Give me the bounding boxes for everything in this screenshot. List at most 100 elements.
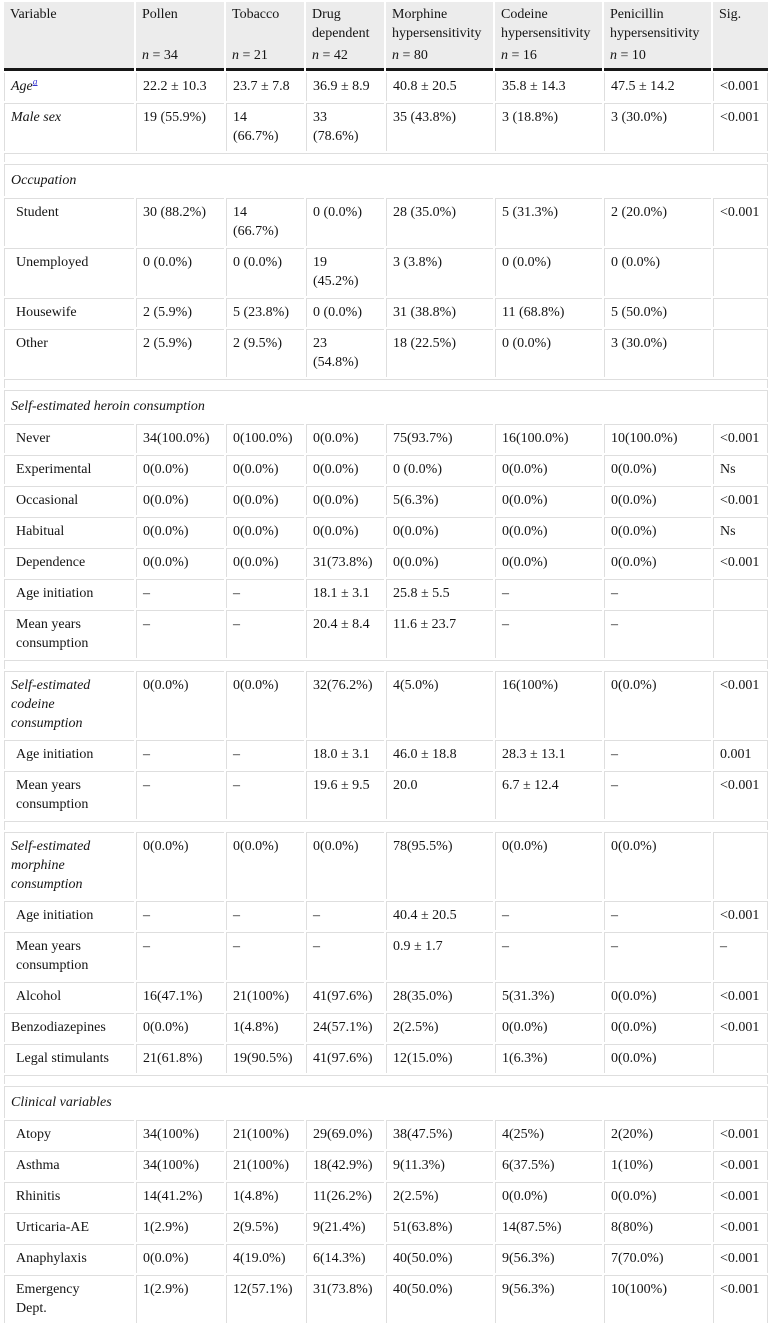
value-cell: 0 (0.0%) <box>386 455 493 484</box>
value-cell: 0 (0.0%) <box>136 248 224 296</box>
table-row: Other 2 (5.9%) 2 (9.5%) 23 (54.8%) 18 (22.5%… <box>4 329 769 377</box>
section-spacer <box>4 660 769 669</box>
table-row: Age initiation – – –40.4 ± 20.5– – <0.001 <box>4 901 769 930</box>
value-cell: – <box>136 579 224 608</box>
column-title: Tobacco <box>232 7 280 22</box>
section-spacer <box>4 1075 769 1084</box>
value-cell: 0 (0.0%) <box>495 329 602 377</box>
value-cell: – <box>226 610 304 658</box>
value-cell: 0(0.0%) <box>604 982 711 1011</box>
row-label: Age initiation <box>4 901 134 930</box>
spacer-row <box>4 379 769 388</box>
value-cell: 12(15.0%) <box>386 1044 493 1073</box>
table-row: Emergency Dept. 1(2.9%) 12(57.1%) 31(73.8%)… <box>4 1275 769 1323</box>
value-cell: 0(0.0%) <box>226 517 304 546</box>
value-cell: – <box>604 771 711 819</box>
sample-size: n = 10 <box>610 48 646 63</box>
table-row: Anaphylaxis 0(0.0%) 4(19.0%) 6(14.3%) 40(50.… <box>4 1244 769 1273</box>
sig-cell <box>713 329 769 377</box>
value-cell: 9(21.4%) <box>306 1213 384 1242</box>
table-row: Self-estimated morphine consumption 0(0.0… <box>4 832 769 899</box>
value-cell: 34(100%) <box>136 1120 224 1149</box>
table-row: Male sex 19 (55.9%) 14 (66.7%) 33 (78.6%) 35… <box>4 103 769 151</box>
column-title: Drug dependent <box>312 7 370 41</box>
value-cell: 0(0.0%) <box>226 486 304 515</box>
section-spacer <box>4 821 769 830</box>
table-row: Mean years consumption – – –0.9 ± 1.7– – – <box>4 932 769 980</box>
footnote-marker: a <box>32 77 38 88</box>
value-cell: 14(41.2%) <box>136 1182 224 1211</box>
value-cell: 0.9 ± 1.7 <box>386 932 493 980</box>
value-cell: 0(0.0%) <box>495 1182 602 1211</box>
sig-cell: <0.001 <box>713 1120 769 1149</box>
row-label: Rhinitis <box>4 1182 134 1211</box>
footnote-a-link[interactable]: a <box>32 77 38 88</box>
table-row: Mean years consumption – –19.6 ± 9.5 20.0 6.… <box>4 771 769 819</box>
value-cell: 21(61.8%) <box>136 1044 224 1073</box>
value-cell: 0(0.0%) <box>136 1013 224 1042</box>
column-header: Drug dependent n = 42 <box>306 2 384 71</box>
value-cell: 1(10%) <box>604 1151 711 1180</box>
value-cell: 0(0.0%) <box>495 548 602 577</box>
value-cell: 8(80%) <box>604 1213 711 1242</box>
value-cell: 28(35.0%) <box>386 982 493 1011</box>
value-cell: 0(0.0%) <box>306 486 384 515</box>
value-cell: 20.4 ± 8.4 <box>306 610 384 658</box>
value-cell: 1(2.9%) <box>136 1213 224 1242</box>
value-cell: 2(2.5%) <box>386 1182 493 1211</box>
sig-cell: <0.001 <box>713 1151 769 1180</box>
sig-cell: <0.001 <box>713 671 769 738</box>
value-cell: 1(6.3%) <box>495 1044 602 1073</box>
value-cell: – <box>136 610 224 658</box>
value-cell: 9(56.3%) <box>495 1244 602 1273</box>
column-title: Morphine hypersensitivity <box>392 7 482 41</box>
value-cell: – <box>226 771 304 819</box>
value-cell: 0(0.0%) <box>136 832 224 899</box>
sig-cell: <0.001 <box>713 198 769 246</box>
value-cell: 34(100.0%) <box>136 424 224 453</box>
value-cell: 0(0.0%) <box>226 671 304 738</box>
value-cell: 7(70.0%) <box>604 1244 711 1273</box>
table-row: Atopy 34(100%) 21(100%) 29(69.0%) 38(47.5%) 4… <box>4 1120 769 1149</box>
row-label: Alcohol <box>4 982 134 1011</box>
value-cell: – <box>306 932 384 980</box>
value-cell: 0(0.0%) <box>495 486 602 515</box>
value-cell: – <box>495 610 602 658</box>
sig-cell: <0.001 <box>713 1013 769 1042</box>
section-title: Clinical variables <box>4 1086 769 1118</box>
row-label: Urticaria-AE <box>4 1213 134 1242</box>
value-cell: 0(0.0%) <box>136 671 224 738</box>
value-cell: 3 (3.8%) <box>386 248 493 296</box>
value-cell: 0(0.0%) <box>136 455 224 484</box>
value-cell: 22.2 ± 10.3 <box>136 73 224 101</box>
header-row: Variable Pollen n = 34 Tobacco n = 21 Drug de… <box>4 2 769 71</box>
sig-cell: 0.001 <box>713 740 769 769</box>
sample-size: n = 21 <box>232 48 268 63</box>
sig-cell: <0.001 <box>713 73 769 101</box>
value-cell: 6.7 ± 12.4 <box>495 771 602 819</box>
value-cell: 19 (55.9%) <box>136 103 224 151</box>
value-cell: 0(0.0%) <box>495 1013 602 1042</box>
value-cell: 0(0.0%) <box>604 455 711 484</box>
value-cell: 40(50.0%) <box>386 1275 493 1323</box>
column-header: Variable <box>4 2 134 71</box>
value-cell: 0 (0.0%) <box>306 198 384 246</box>
table-row: Student 30 (88.2%) 14 (66.7%) 0 (0.0%) 28 (3… <box>4 198 769 246</box>
value-cell: 38(47.5%) <box>386 1120 493 1149</box>
table-row: Legal stimulants 21(61.8%) 19(90.5%) 41(97.… <box>4 1044 769 1073</box>
value-cell: – <box>136 740 224 769</box>
value-cell: 11(26.2%) <box>306 1182 384 1211</box>
value-cell: 0(0.0%) <box>604 671 711 738</box>
sig-cell: <0.001 <box>713 1213 769 1242</box>
value-cell: – <box>495 901 602 930</box>
value-cell: 0(0.0%) <box>604 1013 711 1042</box>
value-cell: 75(93.7%) <box>386 424 493 453</box>
value-cell: 41(97.6%) <box>306 982 384 1011</box>
value-cell: – <box>136 932 224 980</box>
value-cell: 47.5 ± 14.2 <box>604 73 711 101</box>
column-title: Penicillin hypersensitivity <box>610 7 700 41</box>
sig-cell: Ns <box>713 517 769 546</box>
row-label: Asthma <box>4 1151 134 1180</box>
value-cell: 34(100%) <box>136 1151 224 1180</box>
column-header: Tobacco n = 21 <box>226 2 304 71</box>
